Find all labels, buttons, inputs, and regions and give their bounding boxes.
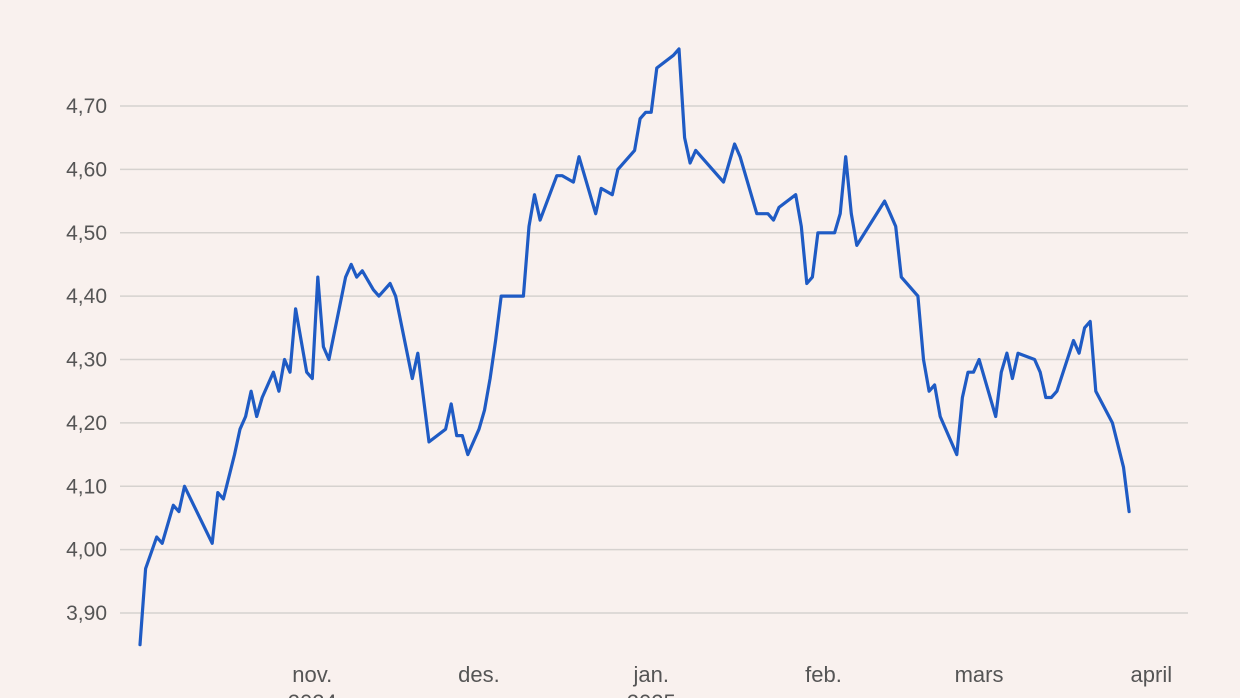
x-tick-label: nov. — [292, 662, 332, 687]
y-axis-ticks: 3,90 4,00 4,10 4,20 4,30 4,40 4,50 4,60 4,70 — [66, 95, 107, 625]
x-tick-label: mars — [955, 662, 1004, 687]
y-tick-label: 4,30 — [66, 349, 107, 372]
y-tick-label: 4,60 — [66, 158, 107, 181]
y-tick-label: 4,70 — [66, 95, 107, 118]
y-tick-label: 4,50 — [66, 222, 107, 245]
x-axis-ticks: nov. 2024 des. jan. 2025 feb. mars april — [288, 662, 1172, 698]
gridlines — [120, 105, 1188, 614]
y-tick-label: 4,20 — [66, 412, 107, 435]
y-tick-label: 4,00 — [66, 539, 107, 562]
y-tick-label: 3,90 — [66, 602, 107, 625]
x-tick-label: feb. — [805, 662, 842, 687]
y-tick-label: 4,10 — [66, 475, 107, 498]
x-tick-year-label: 2025 — [627, 690, 676, 698]
x-tick-label: april — [1131, 662, 1173, 687]
y-tick-label: 4,40 — [66, 285, 107, 308]
x-tick-label: des. — [458, 662, 500, 687]
series-line — [138, 47, 1131, 647]
series-layer — [138, 47, 1131, 647]
x-tick-year-label: 2024 — [288, 690, 337, 698]
x-tick-label: jan. — [632, 662, 668, 687]
